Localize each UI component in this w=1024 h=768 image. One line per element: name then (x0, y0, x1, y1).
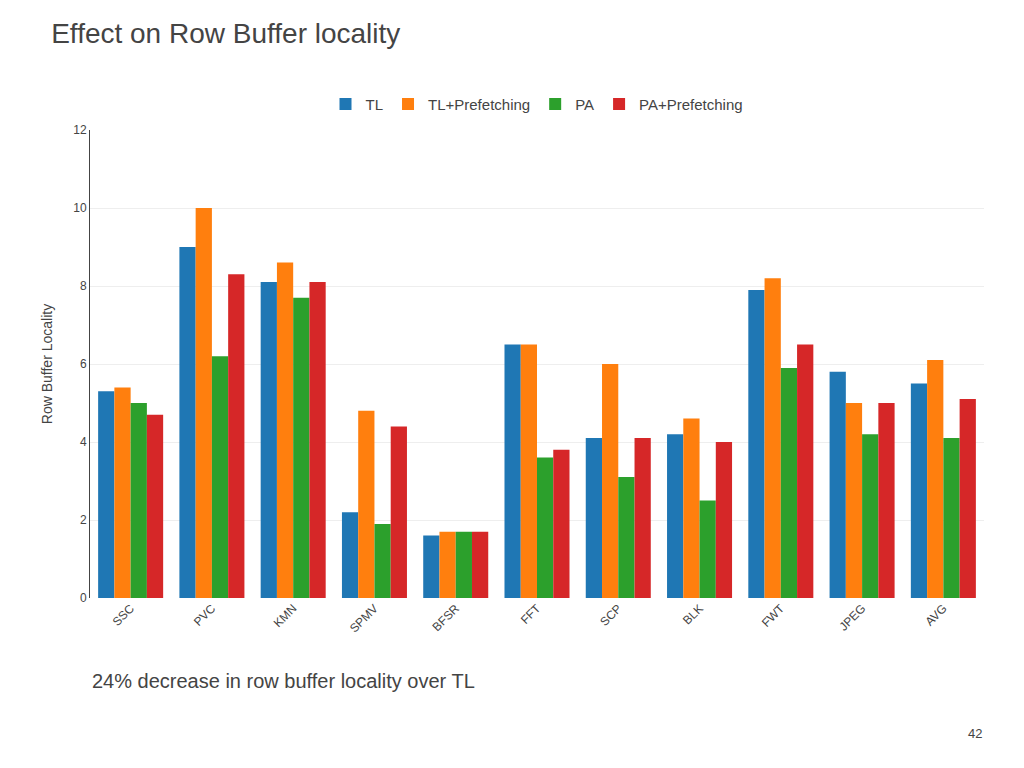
svg-text:SPMV: SPMV (347, 601, 381, 635)
svg-text:Effect on Row Buffer locality: Effect on Row Buffer locality (51, 18, 400, 49)
svg-text:SSC: SSC (110, 601, 138, 629)
svg-text:12: 12 (73, 123, 87, 137)
svg-text:42: 42 (968, 726, 982, 741)
svg-text:PVC: PVC (191, 601, 219, 629)
svg-text:Row Buffer Locality: Row Buffer Locality (39, 304, 55, 424)
svg-text:4: 4 (80, 435, 87, 449)
svg-text:0: 0 (80, 591, 87, 605)
svg-text:10: 10 (73, 201, 87, 215)
svg-text:TL: TL (366, 96, 384, 113)
svg-text:JPEG: JPEG (836, 601, 868, 633)
svg-text:PA+Prefetching: PA+Prefetching (639, 96, 743, 113)
svg-text:FWT: FWT (759, 601, 788, 630)
svg-text:24% decrease in row buffer loc: 24% decrease in row buffer locality over… (92, 670, 475, 692)
svg-text:BLK: BLK (680, 601, 706, 627)
svg-text:8: 8 (80, 279, 87, 293)
svg-text:FFT: FFT (518, 601, 544, 627)
svg-text:6: 6 (80, 357, 87, 371)
svg-text:AVG: AVG (923, 601, 950, 628)
svg-text:BFSR: BFSR (430, 601, 463, 634)
svg-text:PA: PA (575, 96, 594, 113)
svg-text:KMN: KMN (271, 601, 300, 630)
svg-text:TL+Prefetching: TL+Prefetching (428, 96, 530, 113)
svg-text:2: 2 (80, 513, 87, 527)
svg-text:SCP: SCP (597, 601, 624, 628)
